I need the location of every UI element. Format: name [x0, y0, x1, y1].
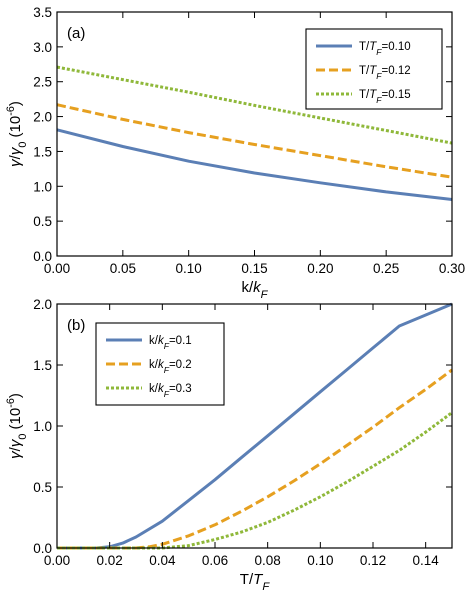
- x-tick-label: 0.25: [373, 261, 399, 276]
- x-tick-label: 0.12: [360, 553, 386, 568]
- y-tick-label: 2.0: [33, 297, 52, 312]
- x-tick-label: 0.10: [176, 261, 202, 276]
- y-axis-title: γ/γ0 (10-6): [5, 393, 29, 459]
- y-tick-label: 3.0: [33, 40, 52, 55]
- x-tick-label: 0.20: [307, 261, 333, 276]
- chart-panel-b: 0.00 0.02 0.04 0.06 0.08 0.10 0.12 0.14 0.0 0.5 1.…: [5, 297, 453, 592]
- chart-panel-a: 0.00 0.05 0.10 0.15 0.20 0.25 0.30 0.0 0.5 1.0 1.5…: [5, 5, 465, 301]
- legend-box: [305, 28, 443, 110]
- x-tick-label: 0.30: [439, 261, 465, 276]
- legend-label-3: T/TF=0.15: [359, 89, 411, 105]
- x-tick-label: 0.14: [413, 553, 440, 568]
- y-tick-label: 0.5: [33, 214, 52, 229]
- x-axis-title: k/kF: [241, 279, 268, 301]
- x-tick-label: 0.00: [44, 553, 70, 568]
- x-tick-label: 0.08: [255, 553, 281, 568]
- y-tick-label: 1.5: [33, 358, 52, 373]
- x-axis-title: T/TF: [240, 571, 271, 592]
- x-tick-label: 0.00: [44, 261, 70, 276]
- legend-label-1: T/TF=0.10: [359, 41, 411, 57]
- y-tick-label: 2.5: [33, 75, 52, 90]
- y-axis-title: γ/γ0 (10-6): [5, 101, 29, 167]
- legend-label-3: k/kF=0.3: [149, 383, 192, 399]
- y-tick-label: 0.5: [33, 480, 52, 495]
- x-tick-label: 0.05: [110, 261, 136, 276]
- y-tick-label: 0.0: [33, 541, 52, 556]
- legend-label-1: k/kF=0.1: [149, 335, 192, 351]
- legend: k/kF=0.1 k/kF=0.2 k/kF=0.3: [95, 322, 225, 406]
- legend-label-2: T/TF=0.12: [359, 65, 411, 81]
- legend-label-2: k/kF=0.2: [149, 359, 192, 375]
- series-line-3: [57, 411, 453, 550]
- series-line-3: [56, 65, 453, 145]
- x-tick-label: 0.10: [307, 553, 333, 568]
- x-tick-label: 0.06: [202, 553, 228, 568]
- series-line-1: [56, 128, 453, 201]
- x-tick-label: 0.02: [97, 553, 123, 568]
- x-tick-label: 0.04: [149, 553, 176, 568]
- panel-label: (a): [67, 25, 85, 42]
- legend-box: [95, 322, 225, 406]
- y-tick-label: 3.5: [33, 5, 52, 20]
- panel-label: (b): [67, 317, 85, 334]
- series-line-2: [56, 103, 453, 179]
- y-tick-label: 1.5: [33, 144, 52, 159]
- y-tick-label: 1.0: [33, 179, 52, 194]
- y-tick-label: 1.0: [33, 419, 52, 434]
- y-tick-label: 0.0: [33, 249, 52, 264]
- x-tick-label: 0.15: [241, 261, 267, 276]
- y-tick-label: 2.0: [33, 110, 52, 125]
- legend: T/TF=0.10 T/TF=0.12 T/TF=0.15: [305, 28, 443, 110]
